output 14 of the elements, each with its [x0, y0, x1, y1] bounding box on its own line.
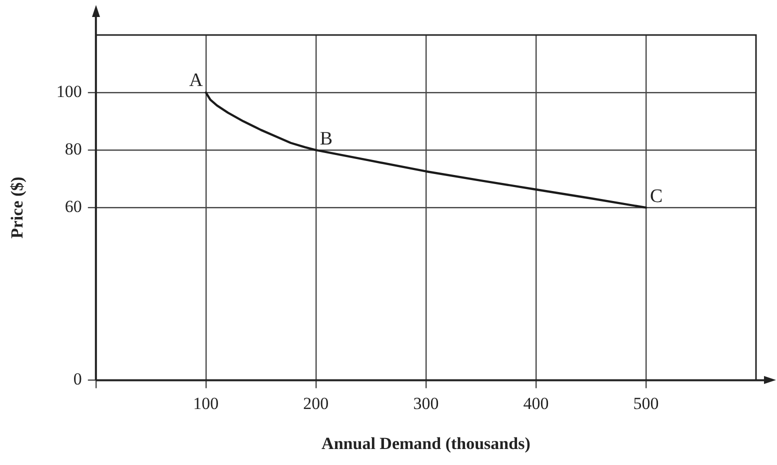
y-tick-label: 60	[64, 197, 82, 216]
y-tick-label: 0	[73, 370, 82, 389]
annotation: C	[650, 186, 663, 208]
x-tick-label: 100	[193, 394, 219, 413]
y-axis-title: Price ($)	[8, 176, 27, 239]
x-axis-title: Annual Demand (thousands)	[322, 434, 530, 454]
x-tick-label: 200	[303, 394, 329, 413]
y-tick-label: 100	[56, 82, 82, 101]
x-tick-label: 500	[633, 394, 659, 413]
x-tick-label: 400	[523, 394, 549, 413]
x-tick-label: 300	[413, 394, 439, 413]
annotation: A	[189, 70, 204, 92]
y-tick-label: 80	[64, 140, 82, 159]
annotation: B	[320, 128, 333, 150]
